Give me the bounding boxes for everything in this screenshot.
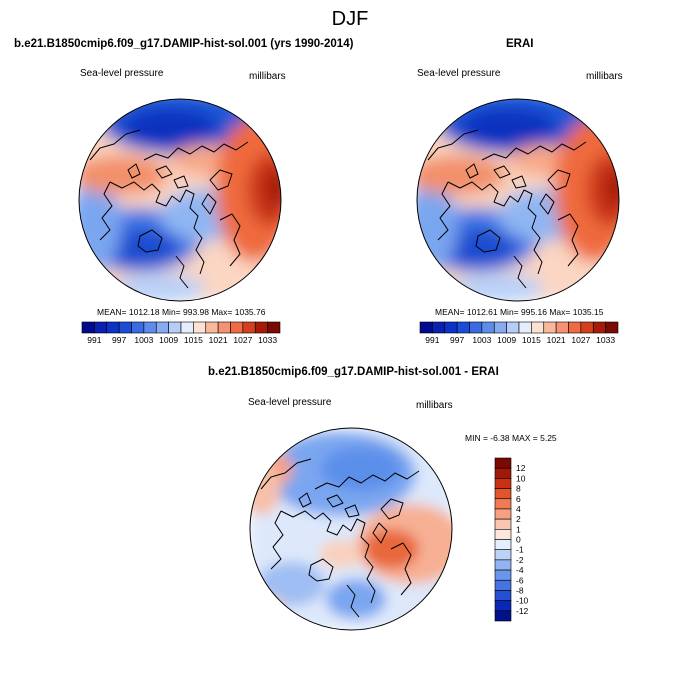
panel2-colorbar: 991 997 1003 1009 1015 1021 1027 1033 [419, 321, 619, 345]
colorbar-swatch [568, 321, 582, 334]
colorbar-tick-label: 1033 [596, 335, 615, 345]
colorbar-swatch [242, 321, 256, 334]
colorbar-swatch [493, 321, 507, 334]
colorbar-swatch [494, 600, 512, 612]
colorbar-swatch [555, 321, 569, 334]
colorbar-swatch [494, 559, 512, 571]
colorbar-swatch [494, 467, 512, 479]
colorbar-tick-label: 2 [516, 514, 521, 524]
colorbar-swatch [592, 321, 606, 334]
colorbar-swatch [494, 518, 512, 530]
colorbar-tick-label: 1003 [472, 335, 491, 345]
colorbar-swatch [469, 321, 483, 334]
colorbar-tick-label: 1 [516, 524, 521, 534]
colorbar-swatch [494, 549, 512, 561]
colorbar-swatch [580, 321, 594, 334]
panel1-left-label: Sea-level pressure [80, 68, 164, 79]
panel1-title: b.e21.B1850cmip6.f09_g17.DAMIP-hist-sol.… [14, 38, 354, 50]
colorbar-swatch [118, 321, 132, 334]
colorbar-swatch [155, 321, 169, 334]
colorbar-tick-label: 1009 [159, 335, 178, 345]
colorbar-swatch [494, 610, 512, 622]
colorbar-swatch [494, 478, 512, 489]
colorbar-tick-label: 1027 [571, 335, 590, 345]
colorbar-tick-label: 1015 [184, 335, 203, 345]
colorbar-tick-label: -10 [516, 596, 529, 606]
panel3-left-label: Sea-level pressure [248, 397, 332, 408]
colorbar-swatch [230, 321, 244, 334]
colorbar-tick-label: 4 [516, 504, 521, 514]
colorbar-swatch [180, 321, 194, 334]
panel3-map [249, 427, 453, 631]
colorbar-tick-label: 0 [516, 535, 521, 545]
colorbar-tick-label: -2 [516, 555, 524, 565]
colorbar-swatch [605, 321, 619, 334]
colorbar-swatch [531, 321, 545, 334]
colorbar-swatch [193, 321, 207, 334]
colorbar-tick-label: 1033 [258, 335, 277, 345]
colorbar-swatch [543, 321, 557, 334]
colorbar-tick-label: 8 [516, 484, 521, 494]
colorbar-swatch [494, 579, 512, 591]
panel2-title: ERAI [506, 38, 534, 50]
colorbar-swatch [494, 529, 512, 540]
colorbar-tick-label: 991 [87, 335, 101, 345]
colorbar-swatch [267, 321, 281, 334]
colorbar-tick-label: 1021 [209, 335, 228, 345]
colorbar-swatch [217, 321, 231, 334]
colorbar-swatch [494, 498, 512, 510]
colorbar-tick-label: -8 [516, 585, 524, 595]
colorbar-swatch [168, 321, 182, 334]
colorbar-tick-label: 997 [112, 335, 126, 345]
panel3-stats: MIN = -6.38 MAX = 5.25 [465, 433, 557, 443]
panel3-title: b.e21.B1850cmip6.f09_g17.DAMIP-hist-sol.… [208, 366, 499, 378]
colorbar-tick-label: 997 [450, 335, 464, 345]
panel2-map [416, 98, 620, 302]
colorbar-swatch [456, 321, 470, 334]
colorbar-tick-label: 6 [516, 494, 521, 504]
colorbar-tick-label: -4 [516, 565, 524, 575]
panel1-colorbar: 991 997 1003 1009 1015 1021 1027 1033 [81, 321, 281, 345]
colorbar-swatch [432, 321, 446, 334]
colorbar-swatch [444, 321, 458, 334]
colorbar-swatch [494, 488, 512, 500]
panel1-map [78, 98, 282, 302]
colorbar-tick-label: -6 [516, 575, 524, 585]
panel2-stats: MEAN= 1012.61 Min= 995.16 Max= 1035.15 [435, 307, 604, 317]
page-title: DJF [331, 8, 369, 30]
panel1-stats: MEAN= 1012.18 Min= 993.98 Max= 1035.76 [97, 307, 266, 317]
panel3-right-label: millibars [416, 400, 453, 411]
colorbar-swatch [131, 321, 145, 334]
colorbar-swatch [106, 321, 120, 334]
colorbar-swatch [494, 457, 512, 469]
panel2-right-label: millibars [586, 71, 623, 82]
colorbar-swatch [94, 321, 108, 334]
colorbar-swatch [494, 508, 512, 520]
colorbar-swatch [81, 321, 95, 334]
colorbar-swatch [494, 539, 512, 550]
colorbar-tick-label: 1021 [547, 335, 566, 345]
colorbar-tick-label: -12 [516, 606, 529, 616]
colorbar-swatch [506, 321, 520, 334]
colorbar-tick-label: 1003 [134, 335, 153, 345]
colorbar-tick-label: 1027 [233, 335, 252, 345]
colorbar-tick-label: 12 [516, 463, 526, 473]
colorbar-swatch [481, 321, 495, 334]
colorbar-swatch [254, 321, 268, 334]
colorbar-swatch [494, 590, 512, 601]
panel2-left-label: Sea-level pressure [417, 68, 501, 79]
colorbar-tick-label: 1015 [522, 335, 541, 345]
colorbar-tick-label: -1 [516, 545, 524, 555]
panel1-right-label: millibars [249, 71, 286, 82]
colorbar-tick-label: 1009 [497, 335, 516, 345]
colorbar-swatch [205, 321, 219, 334]
colorbar-swatch [143, 321, 157, 334]
colorbar-swatch [518, 321, 532, 334]
colorbar-swatch [494, 569, 512, 581]
colorbar-tick-label: 10 [516, 473, 526, 483]
colorbar-swatch [419, 321, 433, 334]
colorbar-tick-label: 991 [425, 335, 439, 345]
